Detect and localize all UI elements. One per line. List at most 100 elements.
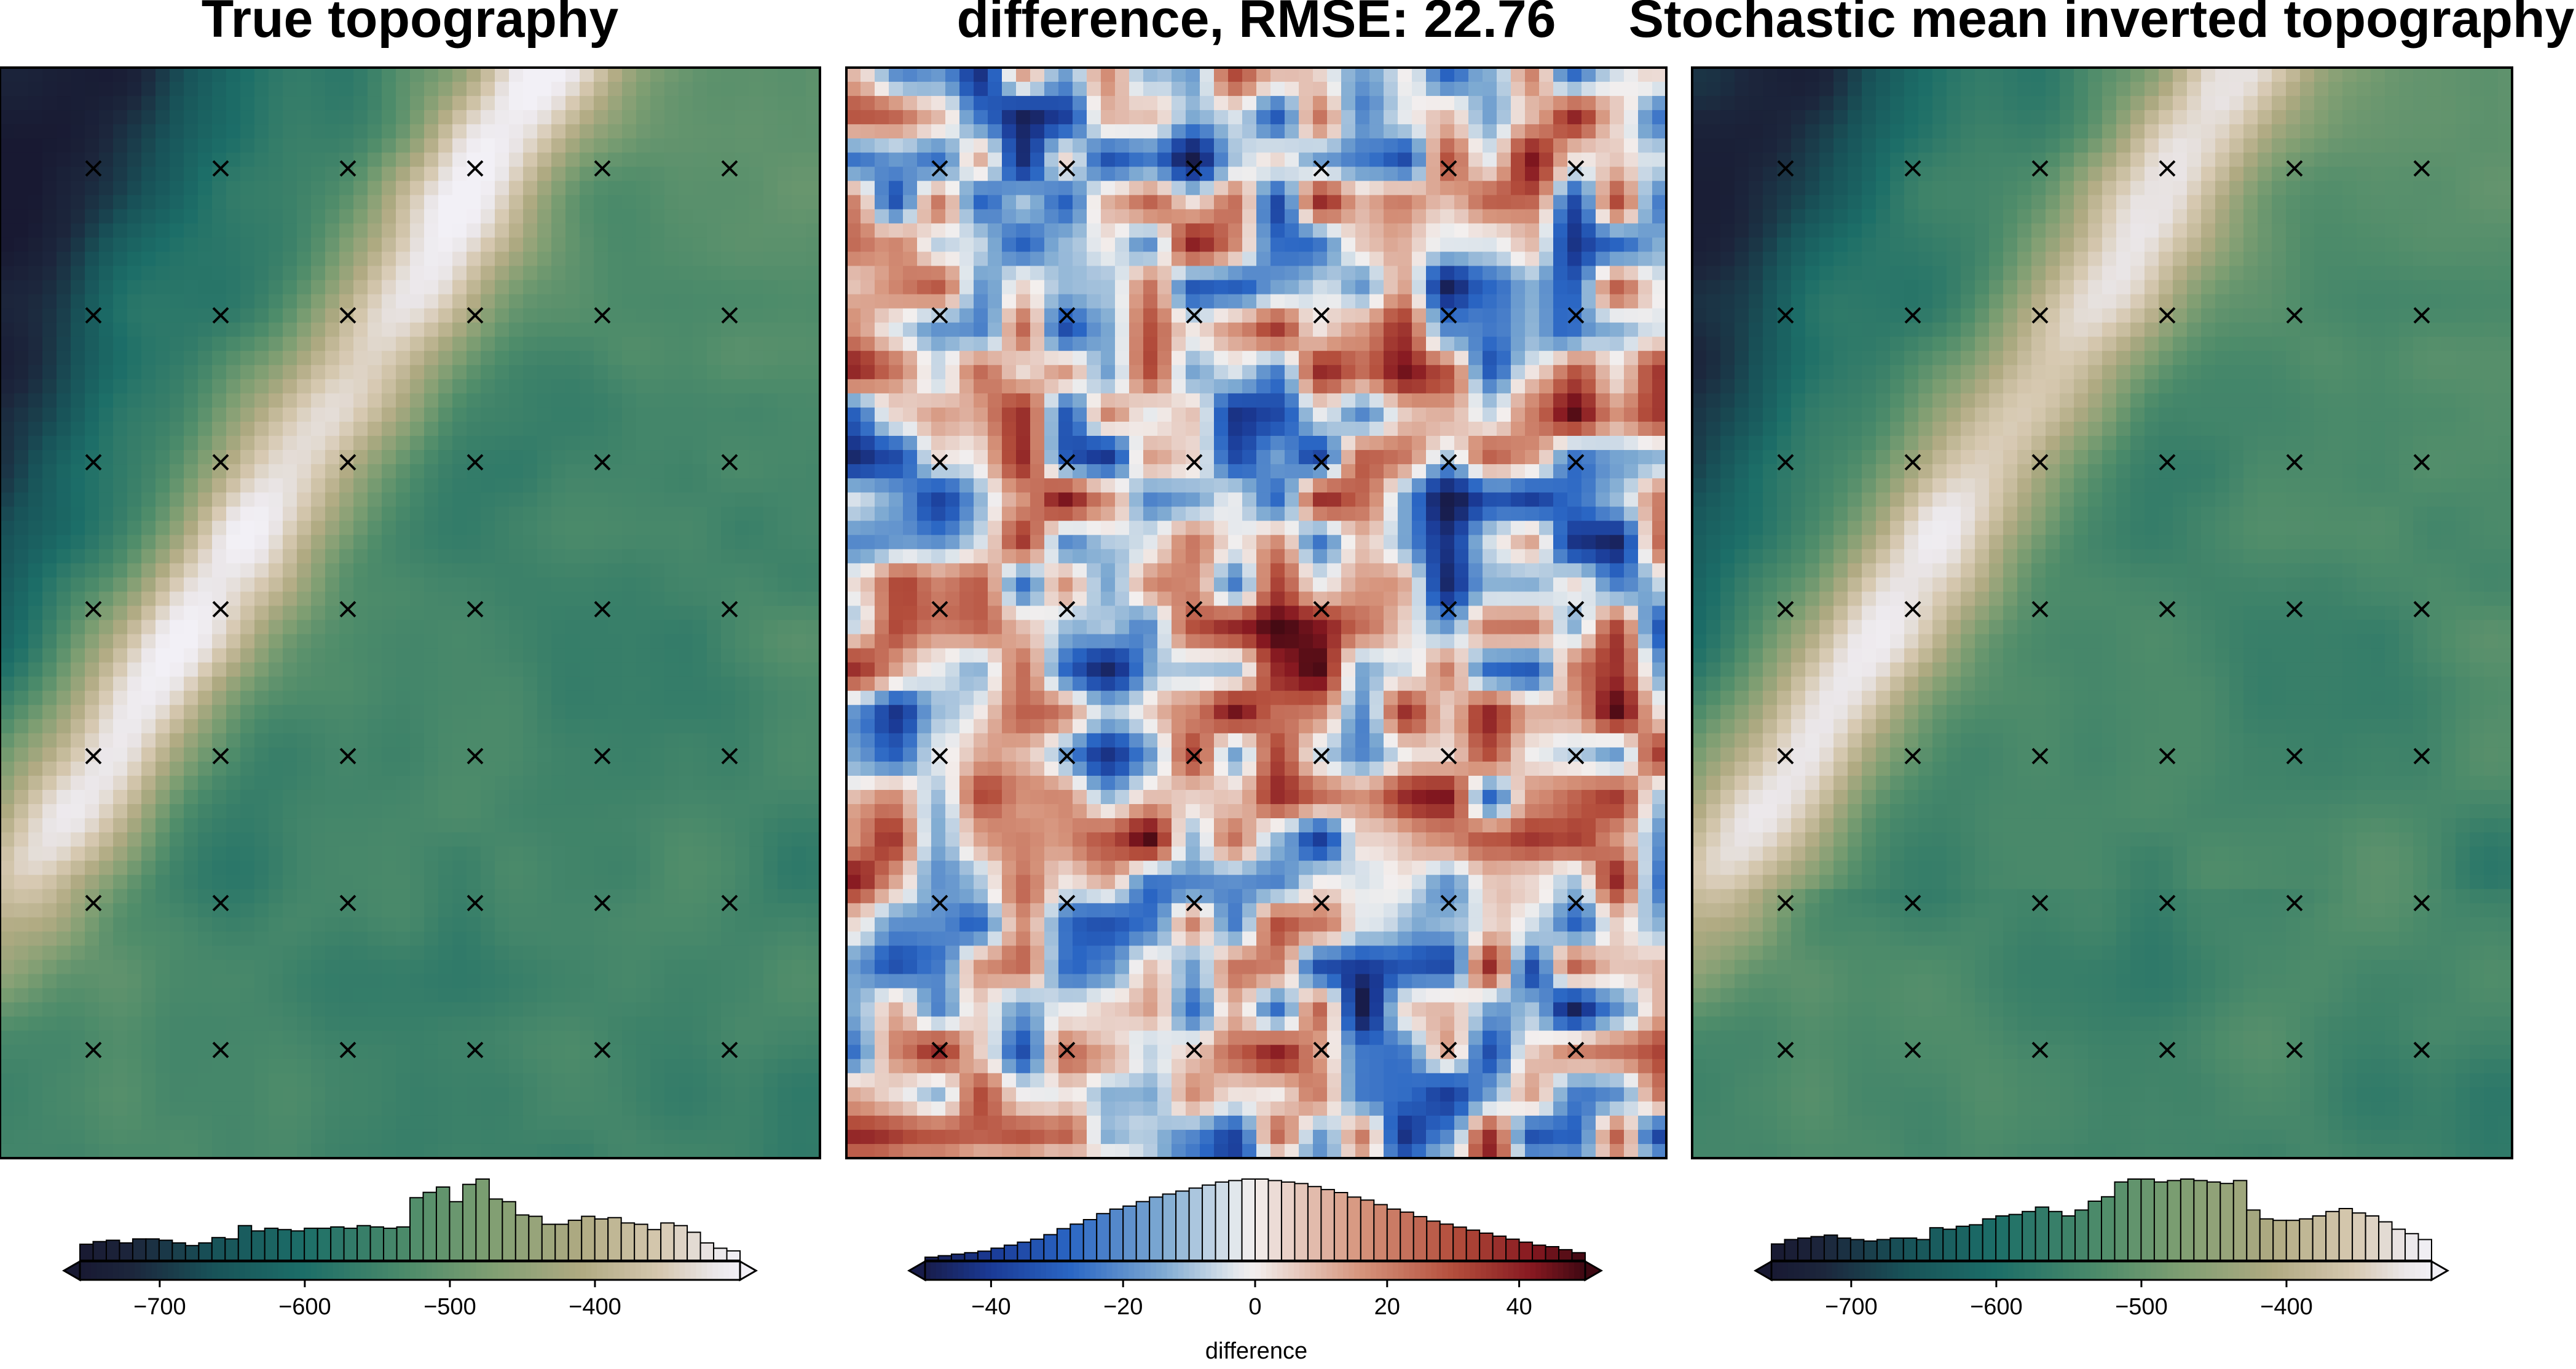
true-topography-cell (664, 82, 679, 97)
true-topography-cell (184, 492, 199, 507)
true-topography-cell (170, 761, 184, 776)
true-topography-cell (71, 280, 85, 295)
true-topography-cell (311, 917, 326, 932)
true-topography-cell (57, 237, 71, 253)
true-topography-cell (452, 861, 467, 875)
difference-cell (1115, 68, 1130, 82)
true-topography-cell (311, 662, 326, 677)
true-topography-cell (424, 676, 439, 692)
true-topography-cell (339, 294, 354, 309)
true-topography-cell (721, 634, 736, 649)
true-topography-cell (551, 336, 566, 352)
true-topography-cell (42, 336, 57, 352)
true-topography-cell (396, 1044, 411, 1060)
true-topography-cell (127, 365, 142, 380)
true-topography-cell (269, 761, 283, 776)
true-topography-cell (608, 478, 623, 493)
true-topography-cell (226, 761, 241, 776)
true-topography-cell (198, 68, 213, 82)
true-topography-cell (269, 492, 283, 507)
difference-cell (1610, 167, 1625, 181)
true-topography-cell (792, 68, 806, 82)
true-topography-cell (240, 1115, 255, 1130)
true-topography-cell (551, 209, 566, 224)
true-topography-cell (636, 209, 651, 224)
true-topography-cell (28, 577, 43, 593)
true-topography-cell (636, 620, 651, 635)
true-topography-cell (113, 478, 128, 493)
true-topography-cell (523, 690, 538, 706)
true-topography-cell (368, 889, 382, 904)
true-topography-cell (297, 591, 312, 607)
true-topography-cell (141, 1087, 156, 1102)
true-topography-cell (551, 237, 566, 253)
true-topography-cell (580, 450, 594, 465)
true-topography-cell (693, 804, 707, 819)
true-topography-cell (42, 167, 57, 181)
true-topography-cell (452, 379, 467, 394)
true-topography-cell (240, 931, 255, 947)
true-topography-cell (424, 124, 439, 139)
true-topography-cell (622, 1044, 637, 1060)
true-topography-cell (509, 195, 524, 210)
true-topography-cell (311, 450, 326, 465)
difference-cell (1652, 110, 1667, 125)
true-topography-cell (537, 690, 552, 706)
true-topography-cell (269, 407, 283, 422)
true-topography-cell (212, 690, 227, 706)
difference-cell (1256, 82, 1271, 97)
true-topography-cell (565, 322, 580, 337)
true-topography-cell (749, 280, 764, 295)
true-topography-cell (410, 124, 425, 139)
true-topography-cell (28, 662, 43, 677)
true-topography-cell (721, 181, 736, 195)
true-topography-cell (467, 492, 481, 507)
true-topography-cell (594, 336, 609, 352)
true-topography-cell (565, 903, 580, 918)
true-topography-cell (565, 167, 580, 181)
true-topography-cell (382, 152, 396, 167)
difference-cell (1624, 152, 1639, 167)
true-topography-cell (778, 195, 792, 210)
true-topography-cell (537, 507, 552, 521)
true-topography-cell (311, 68, 326, 82)
difference-cell (1129, 152, 1144, 167)
true-topography-cell (537, 846, 552, 861)
difference-cell (1073, 68, 1087, 82)
true-topography-cell (28, 393, 43, 408)
true-topography-cell (551, 606, 566, 621)
true-topography-cell (283, 350, 297, 366)
true-topography-cell (679, 563, 693, 578)
true-topography-cell (71, 804, 85, 819)
true-topography-cell (198, 690, 213, 706)
true-topography-cell (382, 1030, 396, 1046)
true-topography-cell (424, 889, 439, 904)
true-topography-cell (792, 1044, 806, 1060)
true-topography-cell (283, 620, 297, 635)
true-topography-cell (156, 350, 170, 366)
true-topography-cell (339, 110, 354, 125)
true-topography-cell (14, 1030, 29, 1046)
true-topography-cell (424, 1059, 439, 1074)
true-topography-cell (254, 223, 269, 239)
true-topography-cell (184, 606, 199, 621)
true-topography-cell (467, 690, 481, 706)
true-topography-cell (664, 931, 679, 947)
difference-cell (1539, 167, 1554, 181)
true-topography-cell (565, 138, 580, 153)
true-topography-cell (792, 775, 806, 791)
true-topography-cell (57, 875, 71, 890)
difference-cell (1468, 124, 1483, 139)
true-topography-cell (424, 549, 439, 564)
true-topography-cell (452, 209, 467, 224)
difference-cell (945, 110, 960, 125)
true-topography-cell (551, 407, 566, 422)
difference-cell (1511, 167, 1526, 181)
true-topography-cell (396, 1101, 411, 1116)
true-topography-cell (551, 832, 566, 847)
true-topography-cell (580, 308, 594, 323)
true-topography-cell (382, 308, 396, 323)
true-topography-cell (184, 733, 199, 748)
difference-cell (1652, 124, 1667, 139)
difference-cell (1525, 82, 1540, 97)
